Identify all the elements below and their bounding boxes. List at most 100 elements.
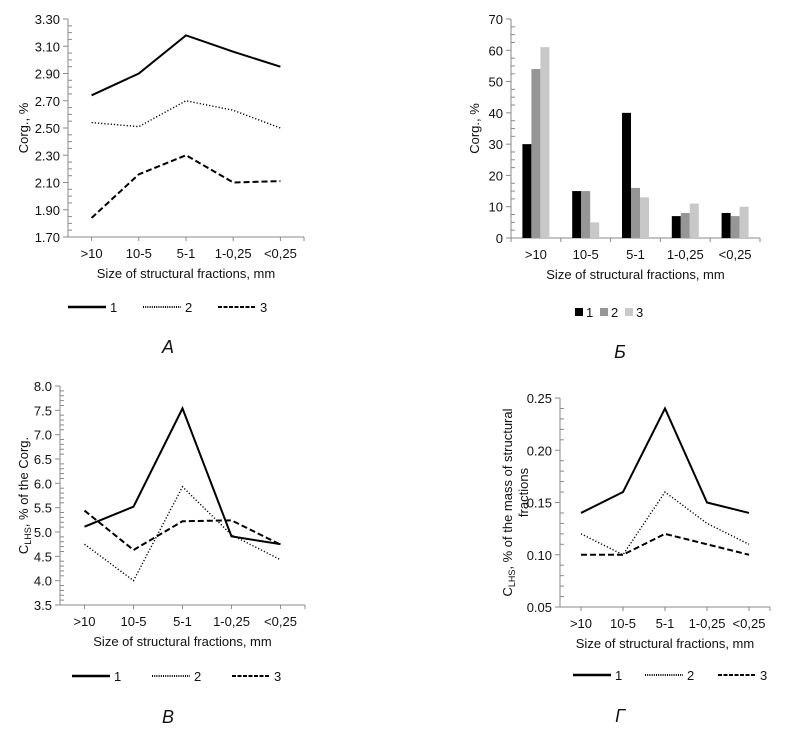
legend-label-1: 1 bbox=[114, 669, 121, 684]
bar-series-3-4 bbox=[739, 206, 749, 238]
x-tick-label: 5-1 bbox=[173, 614, 192, 629]
y-tick-label: 50 bbox=[489, 75, 503, 90]
line-series-2 bbox=[580, 491, 750, 556]
y-tick-label: 60 bbox=[489, 43, 503, 58]
y-axis-title-rest: , % of the mass of structural bbox=[500, 408, 515, 569]
chart-V: 3.5 4.0 4.5 5.0 5.5 6.0 6.5 7.0 7.5 8.0 >10 10-5 5-1… bbox=[16, 379, 306, 727]
y-axis-title: CLHS, % of the mass of structural bbox=[500, 408, 517, 596]
y-tick-label: 3.10 bbox=[35, 39, 60, 54]
y-tick-label: 0.20 bbox=[527, 443, 552, 458]
y-axis-title: Corg., % bbox=[16, 102, 31, 153]
y-tick-label: 4.5 bbox=[34, 549, 52, 564]
legend-label-3: 3 bbox=[260, 300, 267, 315]
y-tick-label: 0.05 bbox=[527, 600, 552, 615]
x-axis-title: Size of structural fractions, mm bbox=[93, 634, 271, 649]
legend-label-3: 3 bbox=[636, 305, 643, 320]
x-axis-title: Size of structural fractions, mm bbox=[546, 267, 724, 282]
bar-series-1-4 bbox=[721, 212, 731, 238]
y-tick-label: 7.0 bbox=[34, 428, 52, 443]
y-tick-label: 2.50 bbox=[35, 121, 60, 136]
line-series-3 bbox=[581, 532, 750, 556]
x-tick-label: 10-5 bbox=[610, 616, 636, 631]
bar-series-3-2 bbox=[640, 197, 649, 238]
y-tick-label: 7.5 bbox=[34, 403, 52, 418]
chart-B_bar: 0 10 20 30 40 50 60 70 >10 10-5 5-1 1-0,25 <0,25 Size… bbox=[467, 12, 761, 362]
bar-series-2-3 bbox=[680, 212, 690, 238]
x-tick-label: 10-5 bbox=[126, 246, 152, 261]
legend-label-2: 2 bbox=[194, 669, 201, 684]
y-tick-label: 3.5 bbox=[34, 598, 52, 613]
bar-series-2-0 bbox=[531, 69, 541, 238]
x-tick-label: 1-0,25 bbox=[213, 614, 250, 629]
y-axis-title-sub: LHS bbox=[23, 527, 33, 545]
legend-label-3: 3 bbox=[760, 668, 767, 683]
x-tick-label: 1-0,25 bbox=[215, 246, 252, 261]
legend-label-2: 2 bbox=[687, 668, 694, 683]
y-tick-label: 8.0 bbox=[34, 379, 52, 394]
line-series-2 bbox=[91, 100, 281, 129]
x-tick-label: 5-1 bbox=[177, 246, 196, 261]
bar-series-1-1 bbox=[572, 191, 582, 238]
panel-label: Б bbox=[614, 342, 626, 362]
y-tick-label: 1.70 bbox=[35, 230, 60, 245]
line-series-3 bbox=[90, 154, 281, 219]
bar-series-2-4 bbox=[730, 216, 740, 238]
y-tick-label: 4.0 bbox=[34, 574, 52, 589]
bar-series-2-1 bbox=[581, 191, 591, 238]
y-tick-label: 10 bbox=[489, 200, 503, 215]
y-tick-label: 6.0 bbox=[34, 476, 52, 491]
y-tick-label: 2.10 bbox=[35, 176, 60, 191]
legend-label-1: 1 bbox=[110, 300, 117, 315]
y-tick-label: 2.70 bbox=[35, 94, 60, 109]
chart-G: 0.05 0.10 0.15 0.20 0.25 >10 10-5 5-1 1-0,25 <0,2… bbox=[500, 391, 771, 726]
bar-series-3-0 bbox=[540, 47, 550, 239]
panel-label: А bbox=[161, 337, 174, 357]
x-tick-label: <0,25 bbox=[733, 616, 766, 631]
panel-label: Г bbox=[615, 706, 626, 726]
legend-swatch-3 bbox=[625, 308, 633, 316]
legend-label-3: 3 bbox=[274, 669, 281, 684]
x-tick-label: 10-5 bbox=[573, 247, 599, 262]
bar-series-1-0 bbox=[522, 144, 532, 238]
y-tick-label: 2.30 bbox=[35, 148, 60, 163]
y-tick-label: 0 bbox=[496, 231, 503, 246]
x-tick-label: >10 bbox=[570, 616, 592, 631]
y-tick-label: 3.30 bbox=[35, 12, 60, 27]
y-tick-label: 0.10 bbox=[527, 548, 552, 563]
x-tick-label: 10-5 bbox=[120, 614, 146, 629]
y-axis-title: Corg., % bbox=[467, 103, 482, 154]
x-tick-label: <0,25 bbox=[264, 614, 297, 629]
y-axis-title: CLHS, % of the Corg. bbox=[16, 437, 33, 554]
y-tick-label: 5.0 bbox=[34, 525, 52, 540]
y-tick-label: 30 bbox=[489, 137, 503, 152]
bar-series-1-3 bbox=[671, 216, 681, 238]
x-tick-label: >10 bbox=[73, 614, 95, 629]
x-tick-label: <0,25 bbox=[264, 246, 297, 261]
y-axis-title-line2: fractions bbox=[516, 467, 531, 517]
x-tick-label: 1-0,25 bbox=[689, 616, 726, 631]
y-tick-label: 70 bbox=[489, 12, 503, 27]
panel-label: В bbox=[162, 707, 174, 727]
y-tick-label: 0.25 bbox=[527, 391, 552, 406]
line-series-1 bbox=[580, 406, 750, 514]
line-series-3 bbox=[83, 509, 281, 552]
x-tick-label: 5-1 bbox=[656, 616, 675, 631]
legend-label-2: 2 bbox=[185, 300, 192, 315]
y-tick-label: 1.90 bbox=[35, 203, 60, 218]
bar-series-1-2 bbox=[622, 112, 631, 238]
x-axis-title: Size of structural fractions, mm bbox=[97, 266, 275, 281]
x-tick-label: 1-0,25 bbox=[667, 247, 704, 262]
line-series-1 bbox=[91, 34, 281, 97]
legend-swatch-1 bbox=[575, 308, 583, 316]
y-tick-label: 0.15 bbox=[527, 496, 552, 511]
bar-series-3-1 bbox=[590, 222, 600, 238]
y-tick-label: 2.90 bbox=[35, 67, 60, 82]
bar-series-3-3 bbox=[689, 203, 699, 238]
x-tick-label: >10 bbox=[525, 247, 547, 262]
y-tick-label: 40 bbox=[489, 106, 503, 121]
x-tick-label: >10 bbox=[81, 246, 103, 261]
y-axis-title-main: C bbox=[16, 545, 31, 554]
legend-swatch-2 bbox=[600, 308, 608, 316]
y-tick-label: 6.5 bbox=[34, 452, 52, 467]
